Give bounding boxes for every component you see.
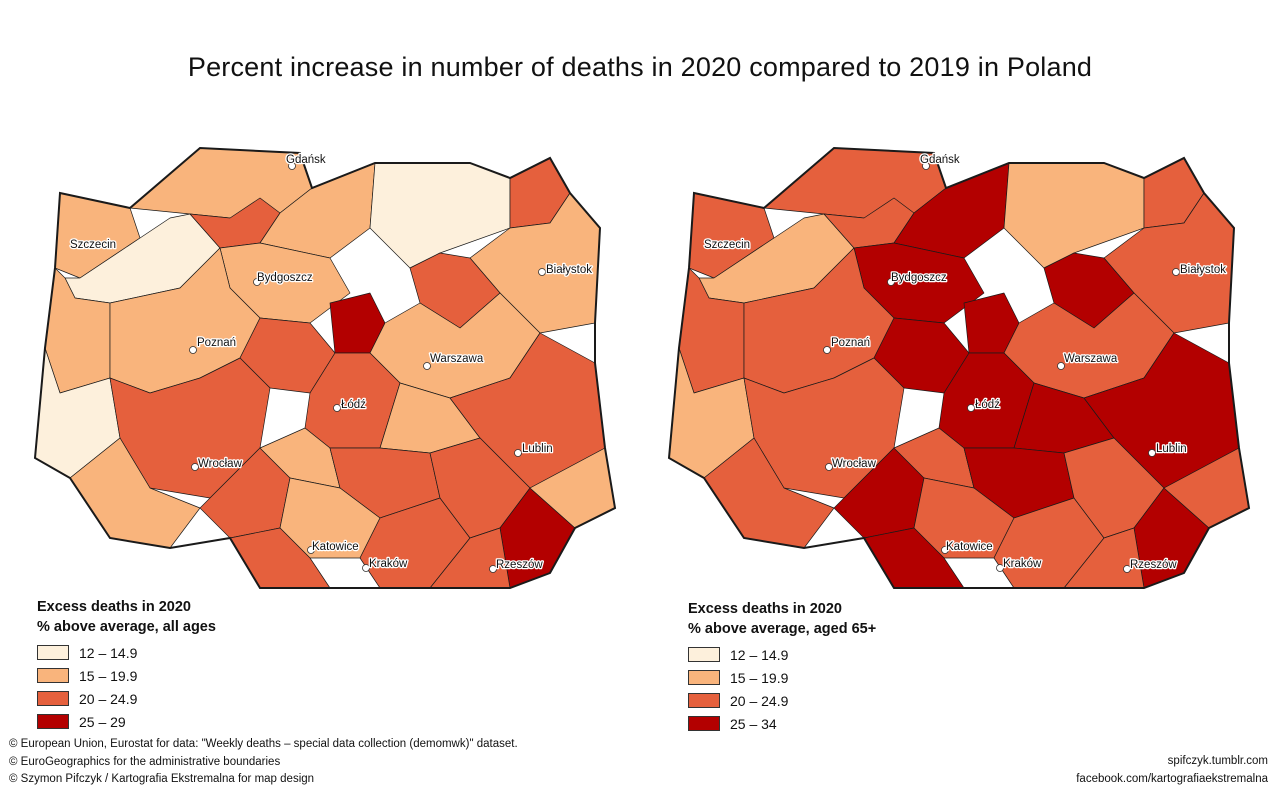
map-all-ages: Gdańsk Szczecin Bydgoszcz Białystok Pozn… (33, 146, 617, 589)
city-bialystok: Białystok (538, 263, 594, 277)
svg-text:Warszawa: Warszawa (430, 353, 484, 365)
city-lodz: Łódź (333, 398, 367, 412)
legend-label: 20 – 24.9 (79, 690, 138, 707)
svg-text:Poznań: Poznań (197, 337, 236, 349)
legend-subtitle: % above average, aged 65+ (688, 621, 877, 637)
map-title: Percent increase in number of deaths in … (187, 52, 1093, 82)
svg-text:Szczecin: Szczecin (70, 239, 116, 251)
city-bydgoszcz: Bydgoszcz (887, 271, 948, 286)
legend-title: Excess deaths in 2020 (37, 599, 191, 615)
city-lublin: Lublin (1148, 442, 1188, 457)
city-markers: Gdańsk Szczecin Bydgoszcz Białystok Pozn… (703, 153, 1228, 573)
legend-item: 12 – 14.9 (688, 643, 876, 666)
legend-item: 20 – 24.9 (688, 689, 876, 712)
legend-label: 12 – 14.9 (79, 644, 138, 661)
svg-text:Kraków: Kraków (369, 558, 408, 570)
city-wroclaw: Wrocław (825, 457, 878, 471)
legend-label: 20 – 24.9 (730, 692, 789, 709)
city-bialystok: Białystok (1172, 263, 1228, 277)
legend-label: 25 – 34 (730, 715, 777, 732)
credit-line: © European Union, Eurostat for data: "We… (9, 738, 518, 750)
city-lodz: Łódź (967, 398, 1001, 412)
legend-item: 12 – 14.9 (37, 641, 216, 664)
legend-aged-65-plus: Excess deaths in 2020 % above average, a… (688, 599, 876, 735)
region-gdansk-area (763, 147, 947, 219)
svg-text:Łódź: Łódź (975, 399, 1000, 411)
credits: © European Union, Eurostat for data: "We… (9, 736, 518, 789)
svg-text:Wrocław: Wrocław (198, 458, 243, 470)
svg-text:Katowice: Katowice (946, 541, 993, 553)
city-warszawa: Warszawa (423, 352, 485, 370)
svg-text:Katowice: Katowice (312, 541, 359, 553)
legend-all-ages: Excess deaths in 2020 % above average, a… (37, 597, 216, 733)
svg-text:Białystok: Białystok (546, 264, 592, 276)
legend-subtitle: % above average, all ages (37, 619, 216, 635)
city-katowice: Katowice (941, 540, 994, 554)
legend-swatch (37, 691, 69, 706)
svg-text:Lublin: Lublin (1156, 443, 1187, 455)
city-bydgoszcz: Bydgoszcz (253, 271, 314, 286)
city-markers: Gdańsk Szczecin Bydgoszcz Białystok Pozn… (69, 153, 594, 573)
city-krakow: Kraków (996, 557, 1043, 572)
facebook-link[interactable]: facebook.com/kartografiaekstremalna (1076, 772, 1268, 785)
legend-swatch (37, 645, 69, 660)
svg-text:Gdańsk: Gdańsk (920, 154, 960, 166)
city-gdansk: Gdańsk (285, 153, 327, 170)
city-wroclaw: Wrocław (191, 457, 244, 471)
country-border (33, 146, 617, 589)
city-poznan: Poznań (189, 336, 237, 354)
legend-title: Excess deaths in 2020 (688, 601, 842, 617)
svg-text:Gdańsk: Gdańsk (286, 154, 326, 166)
svg-text:Rzeszów: Rzeszów (496, 559, 543, 571)
legend-label: 12 – 14.9 (730, 646, 789, 663)
region-polygons (34, 147, 616, 589)
city-poznan: Poznań (823, 336, 871, 354)
region-gdansk-area (129, 147, 313, 219)
credit-line: © Szymon Pifczyk / Kartografia Ekstremal… (9, 773, 315, 785)
legend-item: 25 – 29 (37, 710, 216, 733)
legend-swatch (688, 693, 720, 708)
city-rzeszow: Rzeszów (489, 558, 545, 573)
city-warszawa: Warszawa (1057, 352, 1119, 370)
tumblr-link[interactable]: spifczyk.tumblr.com (1167, 755, 1268, 767)
city-szczecin: Szczecin (703, 238, 752, 253)
legend-item: 20 – 24.9 (37, 687, 216, 710)
svg-text:Białystok: Białystok (1180, 264, 1226, 276)
legend-item: 15 – 19.9 (37, 664, 216, 687)
legend-item: 25 – 34 (688, 712, 876, 735)
legend-label: 15 – 19.9 (79, 667, 138, 684)
svg-text:Warszawa: Warszawa (1064, 353, 1118, 365)
legend-swatch (688, 716, 720, 731)
legend-items: 12 – 14.9 15 – 19.9 20 – 24.9 25 – 29 (37, 641, 216, 733)
social-links: spifczyk.tumblr.com facebook.com/kartogr… (1076, 753, 1268, 788)
svg-text:Kraków: Kraków (1003, 558, 1042, 570)
city-gdansk: Gdańsk (919, 153, 961, 170)
legend-swatch (37, 668, 69, 683)
legend-label: 15 – 19.9 (730, 669, 789, 686)
svg-text:Wrocław: Wrocław (832, 458, 877, 470)
svg-text:Rzeszów: Rzeszów (1130, 559, 1177, 571)
country-border (667, 146, 1251, 589)
legend-swatch (37, 714, 69, 729)
svg-text:Szczecin: Szczecin (704, 239, 750, 251)
svg-text:Bydgoszcz: Bydgoszcz (891, 272, 947, 284)
map-aged-65-plus: Gdańsk Szczecin Bydgoszcz Białystok Pozn… (667, 146, 1251, 589)
svg-text:Lublin: Lublin (522, 443, 553, 455)
legend-items: 12 – 14.9 15 – 19.9 20 – 24.9 25 – 34 (688, 643, 876, 735)
city-szczecin: Szczecin (69, 238, 118, 253)
city-krakow: Kraków (362, 557, 409, 572)
legend-swatch (688, 647, 720, 662)
legend-label: 25 – 29 (79, 713, 126, 730)
svg-text:Łódź: Łódź (341, 399, 366, 411)
legend-item: 15 – 19.9 (688, 666, 876, 689)
svg-text:Bydgoszcz: Bydgoszcz (257, 272, 313, 284)
svg-text:Poznań: Poznań (831, 337, 870, 349)
legend-swatch (688, 670, 720, 685)
city-katowice: Katowice (307, 540, 360, 554)
city-lublin: Lublin (514, 442, 554, 457)
credit-line: © EuroGeographics for the administrative… (9, 755, 281, 768)
region-polygons (668, 147, 1250, 589)
city-rzeszow: Rzeszów (1123, 558, 1179, 573)
